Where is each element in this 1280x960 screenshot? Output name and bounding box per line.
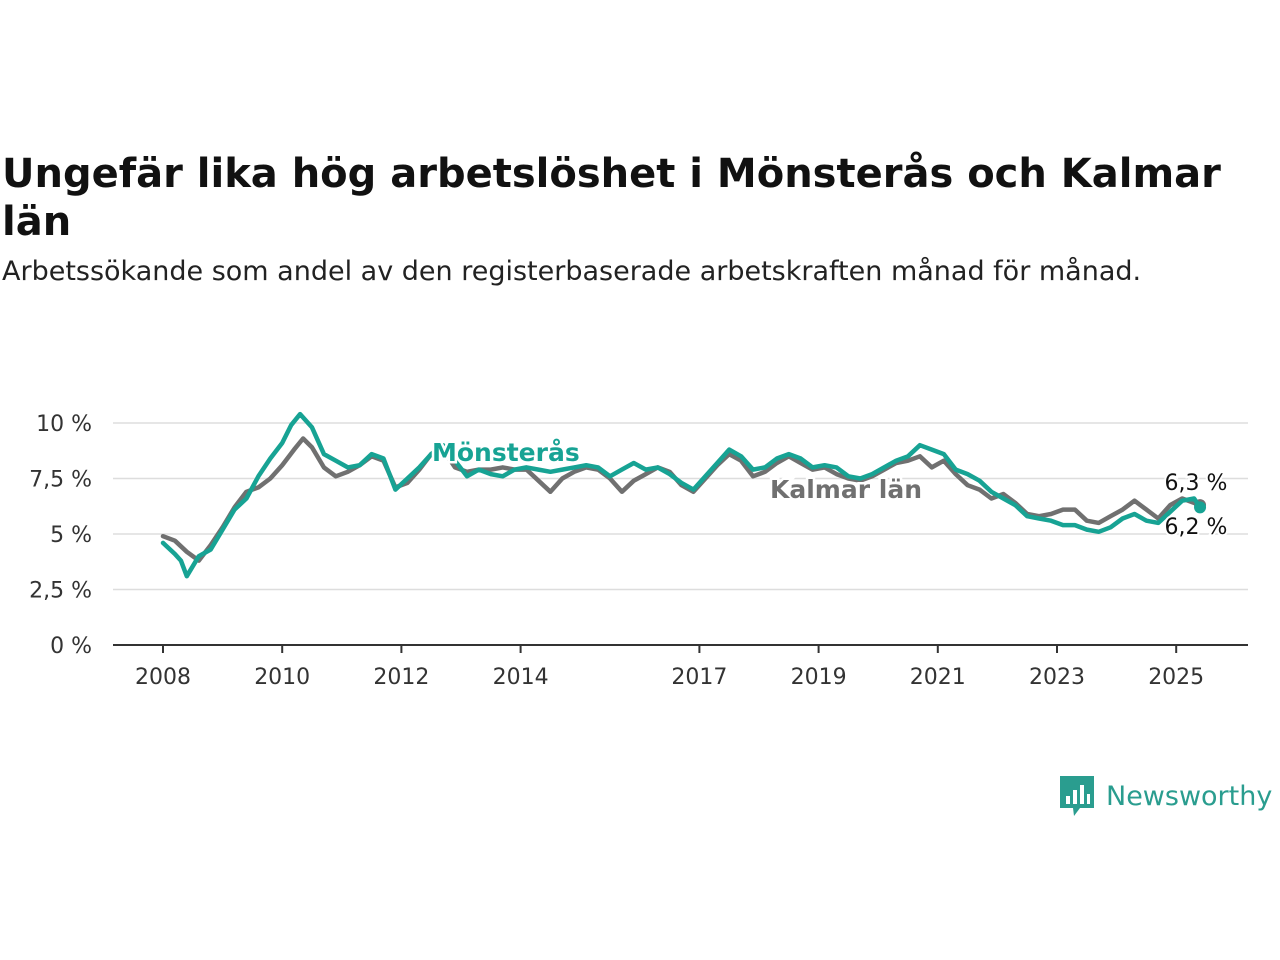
x-tick-label: 2021 (910, 665, 966, 690)
x-tick-label: 2010 (254, 665, 310, 690)
y-tick-label: 7,5 % (29, 468, 92, 493)
chart-title: Ungefär lika hög arbetslöshet i Mönsterå… (2, 151, 1221, 245)
x-tick-label: 2025 (1148, 665, 1204, 690)
y-tick-label: 0 % (50, 634, 92, 659)
brand-name: Newsworthy (1106, 780, 1273, 812)
end-value-label-monsteras: 6,2 % (1165, 515, 1228, 540)
x-tick-label: 2012 (373, 665, 429, 690)
chart-subtitle: Arbetssökande som andel av den registerb… (2, 256, 1142, 287)
chart-series (160, 411, 1207, 579)
x-tick-label: 2019 (791, 665, 847, 690)
series-label-monsteras: Mönsterås (432, 438, 580, 467)
chart-gridlines (113, 422, 1248, 591)
series-label-kalmar-lan: Kalmar län (770, 475, 922, 504)
end-value-label-kalmar-lan: 6,3 % (1165, 471, 1228, 496)
x-tick-label: 2014 (493, 665, 549, 690)
y-tick-label: 5 % (50, 523, 92, 548)
x-tick-label: 2023 (1029, 665, 1085, 690)
y-tick-label: 10 % (36, 412, 92, 437)
x-axis-ticks: 2008 2010 2012 2014 2017 2019 2021 2023 2025 (135, 645, 1204, 690)
series-line-kalmar-lan (160, 436, 1203, 563)
x-tick-label: 2008 (135, 665, 191, 690)
y-axis-ticks: 0 % 2,5 % 5 % 7,5 % 10 % (29, 412, 92, 659)
chart-bubble-icon (1060, 776, 1094, 816)
x-tick-label: 2017 (671, 665, 727, 690)
end-point-monsteras (1194, 501, 1207, 514)
series-line-monsteras (160, 411, 1203, 579)
y-tick-label: 2,5 % (29, 579, 92, 604)
chart-series-labels: Kalmar län 6,3 % Mönsterås 6,2 % (430, 436, 1230, 543)
brand-logo: Newsworthy (1058, 772, 1272, 820)
